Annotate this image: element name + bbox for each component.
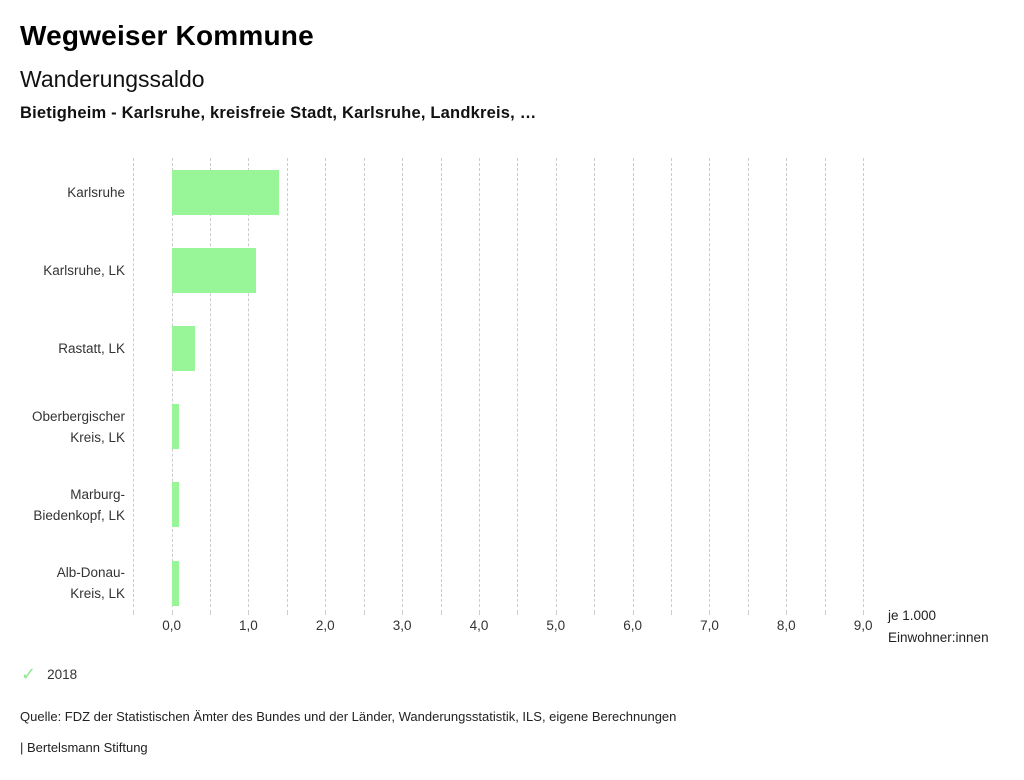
x-tick-label: 1,0 xyxy=(239,618,258,633)
category-label-line: Kreis, LK xyxy=(70,429,125,445)
category-label-line: Oberbergischer xyxy=(31,408,125,424)
axis-tick xyxy=(747,610,749,615)
gridline xyxy=(747,158,749,607)
axis-tick xyxy=(248,610,250,615)
legend-year-label: 2018 xyxy=(47,666,78,682)
bar-karlsruhe[interactable] xyxy=(171,170,280,215)
category-label-line: Biedenkopf, LK xyxy=(33,507,125,523)
gridline xyxy=(824,158,826,607)
category-label-line: Karlsruhe, LK xyxy=(43,263,125,279)
gridline xyxy=(632,158,634,607)
gridline xyxy=(786,158,788,607)
category-label: Karlsruhe xyxy=(0,182,125,203)
category-label-line: Alb-Donau- xyxy=(56,565,125,580)
bar-marburg-biedenkopf-lk[interactable] xyxy=(171,482,180,528)
x-tick-label: 7,0 xyxy=(700,618,719,633)
gridline xyxy=(709,158,711,607)
axis-tick xyxy=(786,610,788,615)
x-tick-label: 2,0 xyxy=(315,618,335,633)
bar-chart: je 1.000 Einwohner:innen Karlsruhe Karlsr… xyxy=(0,155,1024,660)
axis-tick xyxy=(824,610,826,615)
x-tick-label: 0,0 xyxy=(162,618,181,633)
gridline xyxy=(133,158,135,607)
axis-tick xyxy=(325,610,327,615)
gridline xyxy=(248,158,250,607)
x-tick-label: 4,0 xyxy=(469,618,489,633)
x-tick-label: 3,0 xyxy=(392,618,412,633)
brand-note: | Bertelsmann Stiftung xyxy=(20,740,148,755)
axis-tick xyxy=(363,610,365,615)
gridline xyxy=(286,158,288,607)
bar-rastatt-lk[interactable] xyxy=(171,326,195,372)
gridline xyxy=(402,158,404,607)
plot-area xyxy=(133,158,865,615)
category-label: Marburg- Biedenkopf, LK xyxy=(0,484,125,526)
axis-unit-line-2: Einwohner:innen xyxy=(888,630,989,645)
page-title: Wegweiser Kommune xyxy=(20,20,314,51)
axis-tick xyxy=(709,610,711,615)
selection-subtitle: Bietigheim - Karlsruhe, kreisfreie Stadt… xyxy=(20,104,537,122)
axis-tick xyxy=(440,610,442,615)
axis-tick xyxy=(171,610,173,615)
indicator-title: Wanderungssaldo xyxy=(20,66,205,92)
gridline xyxy=(555,158,557,607)
category-label: Oberbergischer Kreis, LK xyxy=(0,406,125,448)
axis-tick xyxy=(594,610,596,615)
gridline xyxy=(863,158,865,607)
gridline xyxy=(517,158,519,607)
bar-karlsruhe-lk[interactable] xyxy=(171,248,257,294)
x-tick-label: 5,0 xyxy=(546,618,566,633)
axis-tick xyxy=(402,610,404,615)
x-tick-label: 8,0 xyxy=(776,618,796,633)
axis-tick xyxy=(133,610,135,615)
axis-tick xyxy=(555,610,557,615)
x-tick-label: 6,0 xyxy=(623,618,643,633)
x-tick-label: 9,0 xyxy=(853,618,873,633)
category-label: Karlsruhe, LK xyxy=(0,260,125,281)
axis-tick xyxy=(671,610,673,615)
gridline xyxy=(671,158,673,607)
axis-tick xyxy=(863,610,865,615)
axis-tick xyxy=(517,610,519,615)
category-label: Alb-Donau- Kreis, LK xyxy=(0,562,125,604)
check-icon: ✓ xyxy=(21,664,37,684)
category-label-line: Karlsruhe xyxy=(67,185,125,200)
category-label-line: Marburg- xyxy=(70,486,125,502)
category-label-line: Rastatt, LK xyxy=(58,341,125,357)
gridline xyxy=(171,158,173,607)
axis-unit-label: je 1.000 Einwohner:innen xyxy=(888,605,989,649)
bar-alb-donau-kreis-lk[interactable] xyxy=(171,560,180,606)
bar-oberbergischer-kreis-lk[interactable] xyxy=(171,404,180,450)
category-label: Rastatt, LK xyxy=(0,338,125,359)
axis-tick xyxy=(478,610,480,615)
gridline xyxy=(210,158,212,607)
axis-tick xyxy=(286,610,288,615)
axis-tick xyxy=(210,610,212,615)
gridline xyxy=(478,158,480,607)
gridline xyxy=(440,158,442,607)
gridline xyxy=(594,158,596,607)
axis-unit-line-1: je 1.000 xyxy=(888,608,937,623)
legend-item-2018[interactable]: ✓ 2018 xyxy=(21,665,77,683)
source-note: Quelle: FDZ der Statistischen Ämter des … xyxy=(20,709,677,724)
category-label-line: Kreis, LK xyxy=(70,586,125,601)
gridline xyxy=(325,158,327,607)
axis-tick xyxy=(632,610,634,615)
gridline xyxy=(363,158,365,607)
